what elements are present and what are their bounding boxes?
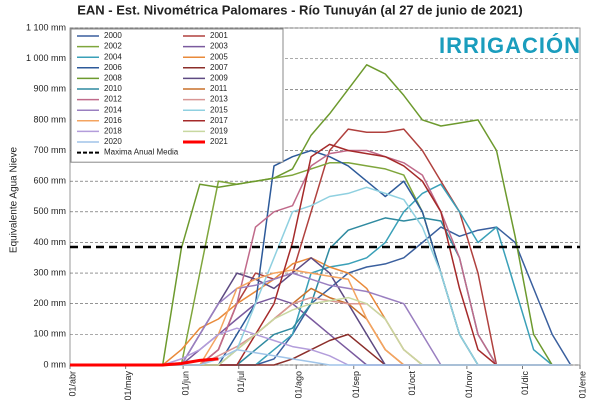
y-tick-label: 900 mm xyxy=(33,84,66,94)
logo: IRRIGACIÓN xyxy=(439,33,581,58)
x-tick-label: 01/jun xyxy=(181,371,191,396)
y-tick-label: 1 000 mm xyxy=(26,53,66,63)
x-tick-label: 01/ene xyxy=(577,371,587,399)
legend-label: 2001 xyxy=(210,31,228,40)
x-tick-label: 01/dic xyxy=(520,371,530,396)
x-tick-label: 01/sep xyxy=(351,371,361,398)
y-tick-label: 200 mm xyxy=(33,298,66,308)
legend-label: 2013 xyxy=(210,95,228,104)
legend-label: 2005 xyxy=(210,52,228,61)
x-tick-label: 01/ago xyxy=(294,371,304,399)
legend-label: 2014 xyxy=(104,105,122,114)
y-tick-label: 800 mm xyxy=(33,114,66,124)
x-tick-label: 01/nov xyxy=(464,371,474,399)
legend-label: 2004 xyxy=(104,52,122,61)
series-line xyxy=(70,269,571,366)
x-tick-label: 01/abr xyxy=(67,371,77,397)
legend-label: 2016 xyxy=(104,116,122,125)
series-line xyxy=(70,162,571,366)
legend-box xyxy=(70,28,284,163)
y-tick-label: 600 mm xyxy=(33,176,66,186)
y-tick-label: 100 mm xyxy=(33,329,66,339)
x-tick-label: 01/jul xyxy=(236,371,246,393)
y-tick-label: 300 mm xyxy=(33,267,66,277)
legend-label: 2019 xyxy=(210,127,228,136)
legend-label: 2021 xyxy=(210,137,228,146)
y-tick-label: 500 mm xyxy=(33,206,66,216)
y-tick-label: 700 mm xyxy=(33,145,66,155)
legend-label: 2002 xyxy=(104,42,122,51)
legend-label: 2006 xyxy=(104,63,122,72)
legend-label: 2008 xyxy=(104,74,122,83)
series-line xyxy=(70,296,571,366)
legend-label: 2007 xyxy=(210,63,228,72)
y-tick-label: 1 100 mm xyxy=(26,22,66,32)
legend-label: Maxima Anual Media xyxy=(104,148,179,157)
x-tick-label: 01/oct xyxy=(407,371,417,396)
legend-label: 2010 xyxy=(104,84,122,93)
legend-label: 2017 xyxy=(210,116,228,125)
legend-label: 2003 xyxy=(210,42,228,51)
y-tick-label: 0 mm xyxy=(44,359,67,369)
series-line xyxy=(70,296,571,366)
legend-label: 2011 xyxy=(210,84,228,93)
y-tick-label: 400 mm xyxy=(33,237,66,247)
chart-title: EAN - Est. Nivométrica Palomares - Río T… xyxy=(77,2,523,17)
legend-label: 2000 xyxy=(104,31,122,40)
series-line xyxy=(70,357,219,367)
legend-label: 2020 xyxy=(104,137,122,146)
series-line xyxy=(70,296,571,366)
legend-label: 2012 xyxy=(104,95,122,104)
legend-label: 2018 xyxy=(104,127,122,136)
legend-label: 2009 xyxy=(210,74,228,83)
legend-label: 2015 xyxy=(210,105,228,114)
series-line xyxy=(70,272,571,366)
series-line xyxy=(70,217,571,366)
y-axis-label: Equivalente Agua Nieve xyxy=(9,146,20,253)
series-line xyxy=(70,143,571,366)
x-tick-label: 01/may xyxy=(123,371,133,400)
